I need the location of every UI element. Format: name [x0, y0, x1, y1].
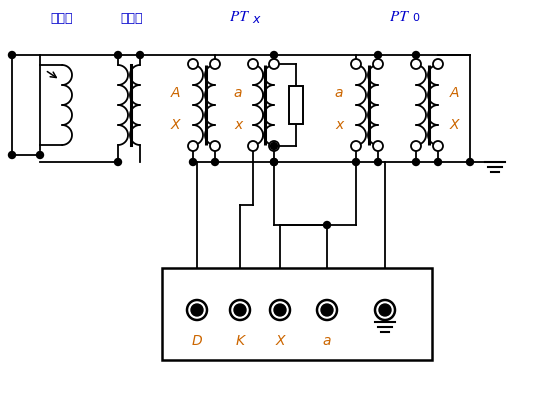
Circle shape [188, 59, 198, 69]
Circle shape [317, 300, 337, 320]
Text: A: A [449, 86, 459, 100]
Circle shape [270, 143, 277, 150]
Circle shape [413, 51, 420, 58]
Circle shape [324, 222, 330, 229]
Text: X: X [170, 118, 180, 132]
Bar [162, 268, 432, 360]
Text: PT: PT [390, 10, 408, 24]
Circle shape [375, 300, 395, 320]
Circle shape [270, 300, 290, 320]
Text: x: x [252, 13, 259, 26]
Circle shape [351, 141, 361, 151]
Circle shape [269, 141, 279, 151]
Circle shape [433, 141, 443, 151]
Circle shape [269, 59, 279, 69]
Text: A: A [170, 86, 180, 100]
Circle shape [270, 51, 277, 58]
Text: X: X [275, 334, 284, 348]
Circle shape [248, 141, 258, 151]
Circle shape [191, 304, 203, 316]
Text: 升压器: 升压器 [121, 12, 143, 25]
Circle shape [373, 59, 383, 69]
Circle shape [351, 59, 361, 69]
Circle shape [411, 141, 421, 151]
Circle shape [467, 159, 474, 166]
Circle shape [379, 304, 391, 316]
Text: K: K [235, 334, 245, 348]
Circle shape [374, 159, 381, 166]
Bar [289, 86, 303, 124]
Text: 0: 0 [412, 13, 419, 23]
Text: x: x [234, 118, 242, 132]
Circle shape [353, 159, 360, 166]
Circle shape [248, 59, 258, 69]
Circle shape [234, 304, 246, 316]
Text: a: a [323, 334, 331, 348]
Circle shape [411, 59, 421, 69]
Circle shape [434, 159, 441, 166]
Circle shape [210, 59, 220, 69]
Circle shape [321, 304, 333, 316]
Circle shape [9, 152, 15, 159]
Circle shape [274, 304, 286, 316]
Text: a: a [335, 86, 343, 100]
Circle shape [374, 51, 381, 58]
Circle shape [230, 300, 250, 320]
Text: PT: PT [230, 10, 248, 24]
Circle shape [270, 159, 277, 166]
Circle shape [433, 59, 443, 69]
Text: 调压器: 调压器 [51, 12, 73, 25]
Text: X: X [449, 118, 459, 132]
Circle shape [270, 159, 277, 166]
Text: a: a [234, 86, 242, 100]
Circle shape [9, 51, 15, 58]
Text: x: x [335, 118, 343, 132]
Circle shape [114, 51, 122, 58]
Circle shape [37, 152, 44, 159]
Circle shape [114, 159, 122, 166]
Circle shape [187, 300, 207, 320]
Circle shape [373, 141, 383, 151]
Circle shape [210, 141, 220, 151]
Circle shape [413, 159, 420, 166]
Circle shape [190, 159, 197, 166]
Text: D: D [192, 334, 202, 348]
Circle shape [136, 51, 143, 58]
Circle shape [188, 141, 198, 151]
Circle shape [211, 159, 219, 166]
